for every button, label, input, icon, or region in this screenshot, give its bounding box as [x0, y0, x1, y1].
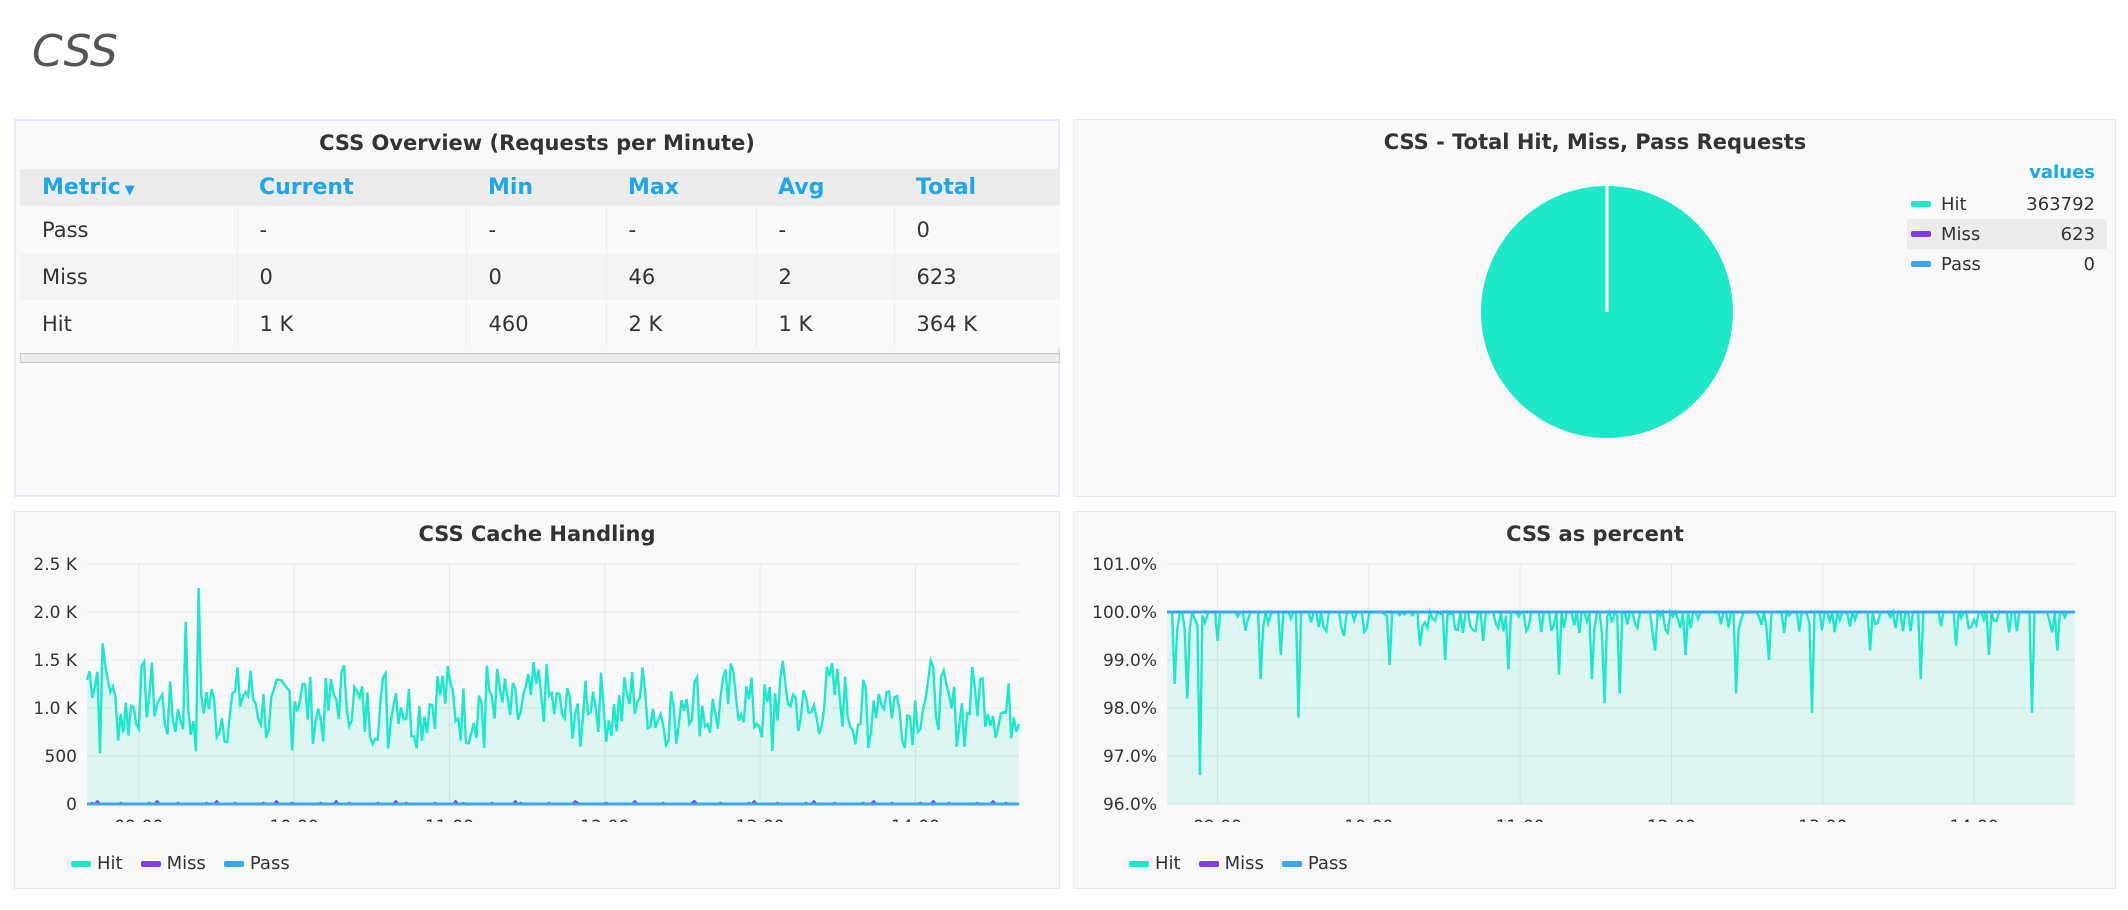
pass-swatch-icon — [223, 860, 244, 867]
x-tick-label: 10:00 — [270, 817, 319, 822]
y-tick-label: 0 — [66, 795, 77, 815]
legend-item-miss[interactable]: Miss — [140, 853, 206, 874]
column-header-max[interactable]: Max — [606, 169, 756, 206]
table-cell: 0 — [237, 253, 467, 300]
table-cell: - — [466, 206, 607, 253]
y-tick-label: 1.0 K — [33, 699, 77, 719]
series-line-hit[interactable] — [85, 587, 1021, 754]
y-tick-label: 500 — [45, 747, 77, 767]
miss-swatch-icon — [1911, 231, 1931, 237]
table-cell: - — [237, 206, 467, 253]
x-tick-label: 14:00 — [891, 817, 940, 822]
cache-chart-title[interactable]: CSS Cache Handling — [418, 522, 656, 546]
table-cell: 0 — [894, 206, 1060, 253]
miss-swatch-icon — [140, 860, 161, 867]
table-cell: Pass — [20, 206, 238, 253]
table-cell: 623 — [894, 253, 1060, 300]
pie-legend-item-hit[interactable]: Hit 363792 — [1907, 189, 2107, 219]
legend-item-hit[interactable]: Hit — [71, 853, 123, 874]
y-tick-label: 98.0% — [1103, 699, 1157, 719]
column-header-avg[interactable]: Avg — [756, 169, 894, 206]
overview-table: Metric ▼ Current Min Max Avg Total Pass -… — [20, 169, 1060, 347]
percent-chart: 96.0% 97.0% 98.0% 99.0% 100.0% 101.0% 09:00 10:… — [1092, 555, 2075, 822]
pie-panel-title[interactable]: CSS - Total Hit, Miss, Pass Requests — [1383, 130, 1807, 154]
cache-chart: 0 500 1.0 K 1.5 K 2.0 K 2.5 K 09:00 10:00 11:00 1… — [33, 555, 1021, 822]
page-title: CSS — [32, 26, 118, 77]
x-tick-label: 14:00 — [1950, 817, 1999, 822]
horizontal-scrollbar[interactable] — [20, 353, 1060, 363]
table-cell: 1 K — [756, 300, 895, 347]
percent-chart-panel: CSS as percent 96.0% 97.0% 98.0% 99.0% 100.0… — [1074, 511, 2116, 889]
table-cell: - — [606, 206, 757, 253]
pass-swatch-icon — [1911, 261, 1931, 267]
x-tick-label: 12:00 — [1647, 817, 1696, 822]
overview-panel-title[interactable]: CSS Overview (Requests per Minute) — [319, 131, 755, 155]
legend-item-miss[interactable]: Miss — [1198, 853, 1264, 874]
y-tick-label: 101.0% — [1092, 555, 1157, 575]
column-header-metric[interactable]: Metric ▼ — [20, 169, 237, 206]
cache-chart-panel: CSS Cache Handling 0 500 1.0 K 1.5 K 2.0 K 2.… — [14, 511, 1060, 889]
column-header-total[interactable]: Total — [894, 169, 1060, 206]
x-tick-label: 09:00 — [114, 817, 163, 822]
pie-legend-item-pass[interactable]: Pass 0 — [1907, 249, 2107, 279]
series-area-hit — [87, 588, 1019, 804]
table-cell: 2 K — [606, 300, 757, 347]
pie-legend-header[interactable]: values — [2029, 162, 2095, 183]
legend-item-pass[interactable]: Pass — [223, 853, 290, 874]
table-cell: 460 — [466, 300, 607, 347]
overview-panel: CSS Overview (Requests per Minute) Metri… — [14, 119, 1060, 497]
x-tick-label: 13:00 — [736, 817, 785, 822]
table-row: Miss 0 0 46 2 623 — [20, 253, 1060, 300]
column-header-current[interactable]: Current — [237, 169, 466, 206]
column-header-min[interactable]: Min — [466, 169, 606, 206]
percent-chart-title[interactable]: CSS as percent — [1506, 522, 1684, 546]
table-cell: 46 — [606, 253, 757, 300]
table-cell: 1 K — [237, 300, 467, 347]
pie-chart — [1481, 186, 1733, 438]
y-tick-label: 100.0% — [1092, 603, 1157, 623]
table-cell: 0 — [466, 253, 607, 300]
y-tick-label: 99.0% — [1103, 651, 1157, 671]
sort-desc-icon: ▼ — [124, 183, 135, 198]
table-row: Pass - - - - 0 — [20, 206, 1060, 253]
table-cell: Hit — [20, 300, 238, 347]
y-tick-label: 2.0 K — [33, 603, 77, 623]
x-tick-label: 09:00 — [1193, 817, 1242, 822]
series-area-hit — [1167, 612, 2075, 804]
pie-panel: CSS - Total Hit, Miss, Pass Requests val… — [1074, 119, 2116, 497]
legend-item-pass[interactable]: Pass — [1281, 853, 1348, 874]
hit-swatch-icon — [1129, 860, 1149, 867]
x-tick-label: 10:00 — [1344, 817, 1393, 822]
table-cell: Miss — [20, 253, 238, 300]
x-tick-label: 11:00 — [425, 817, 474, 822]
percent-chart-legend: Hit Miss Pass — [1129, 853, 1348, 874]
table-cell: 364 K — [894, 300, 1060, 347]
y-tick-label: 2.5 K — [33, 555, 77, 575]
hit-swatch-icon — [1911, 201, 1931, 207]
cache-chart-legend: Hit Miss Pass — [71, 853, 290, 874]
x-tick-label: 11:00 — [1496, 817, 1545, 822]
y-tick-label: 96.0% — [1103, 795, 1157, 815]
miss-swatch-icon — [1198, 860, 1219, 867]
pie-legend: values Hit 363792 Miss 623 Pass 0 — [1907, 162, 2107, 279]
y-tick-label: 97.0% — [1103, 747, 1157, 767]
legend-item-hit[interactable]: Hit — [1129, 853, 1181, 874]
table-row: Hit 1 K 460 2 K 1 K 364 K — [20, 300, 1060, 347]
table-cell: - — [756, 206, 895, 253]
x-tick-label: 12:00 — [580, 817, 629, 822]
pie-legend-item-miss[interactable]: Miss 623 — [1907, 219, 2107, 249]
hit-swatch-icon — [71, 860, 91, 867]
x-tick-label: 13:00 — [1798, 817, 1847, 822]
y-tick-label: 1.5 K — [33, 651, 77, 671]
pass-swatch-icon — [1281, 860, 1302, 867]
table-cell: 2 — [756, 253, 895, 300]
